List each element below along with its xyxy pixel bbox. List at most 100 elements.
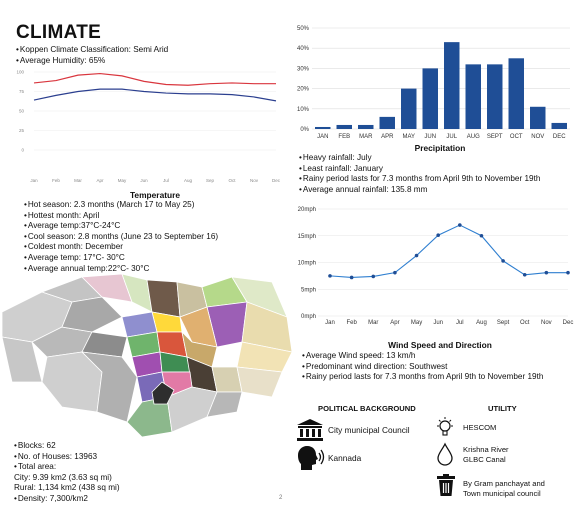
list-item: Average temp:37°C-24°C xyxy=(24,221,218,232)
list-item: Average annual temp:22°C- 30°C xyxy=(24,264,218,275)
y-tick-label: 10% xyxy=(297,107,310,113)
speaking-head-icon xyxy=(298,446,325,470)
columns-building-icon xyxy=(297,419,323,441)
y-tick-label: 25 xyxy=(19,128,25,133)
x-tick-label: FEB xyxy=(338,134,350,140)
political-label: Kannada xyxy=(328,453,362,463)
x-tick-label: JUL xyxy=(446,134,457,140)
x-tick-label: Mar xyxy=(368,320,378,326)
y-tick-label: 15mph xyxy=(298,234,316,240)
area-rural: Rural: 1,134 km2 (438 sq mi) xyxy=(14,483,120,493)
list-item: Rainy period lasts for 7.3 months from A… xyxy=(299,174,541,185)
utility-item xyxy=(435,416,455,445)
x-tick-label: Aug xyxy=(476,320,487,326)
x-tick-label: Jan xyxy=(30,178,38,183)
list-item: Blocks: 62 xyxy=(14,441,120,452)
data-point xyxy=(566,270,570,275)
utility-title: UTILITY xyxy=(488,404,517,413)
temperature-list: Hot season: 2.3 months (March 17 to May … xyxy=(24,200,218,274)
list-item: Cool season: 2.8 months (June 23 to Sept… xyxy=(24,232,218,243)
x-tick-label: Jul xyxy=(163,178,169,183)
x-tick-label: Apr xyxy=(96,178,104,183)
data-point xyxy=(479,233,484,238)
bar xyxy=(336,124,352,129)
bar xyxy=(444,42,460,129)
bar xyxy=(358,124,374,129)
x-tick-label: Jun xyxy=(433,320,443,326)
x-tick-label: MAY xyxy=(402,134,415,140)
x-tick-label: May xyxy=(118,178,127,183)
list-item: Average Humidity: 65% xyxy=(16,56,168,67)
area-city: City: 9.39 km2 (3.63 sq mi) xyxy=(14,472,112,482)
political-label: City municipal Council xyxy=(328,425,410,435)
list-item: Average annual rainfall: 135.8 mm xyxy=(299,185,540,196)
data-point xyxy=(522,273,527,277)
bar xyxy=(401,88,417,129)
series-line xyxy=(33,72,276,86)
list-item: Density: 7,300/km2 xyxy=(14,494,120,505)
bar xyxy=(315,126,331,129)
bar xyxy=(422,68,438,129)
x-tick-label: Oct xyxy=(228,178,236,183)
list-item: Rainy period lasts for 7.3 months from A… xyxy=(302,372,544,383)
y-tick-label: 100 xyxy=(16,70,24,75)
utility-item xyxy=(437,474,455,501)
x-tick-label: SEPT xyxy=(487,134,503,140)
x-tick-label: Jun xyxy=(140,178,148,183)
data-point xyxy=(414,253,419,258)
x-tick-label: Nov xyxy=(541,320,552,326)
data-point xyxy=(371,274,376,279)
utility-label: Krishna River GLBC Canal xyxy=(463,445,509,464)
x-tick-label: Aug xyxy=(184,178,193,183)
bar xyxy=(508,58,524,129)
wind-title: Wind Speed and Direction xyxy=(388,340,492,350)
x-tick-label: OCT xyxy=(510,134,523,140)
climate-list: Koppen Climate Classification: Semi Arid… xyxy=(16,45,168,66)
y-tick-label: 5mph xyxy=(301,287,316,293)
political-title: POLITICAL BACKGROUND xyxy=(318,404,416,413)
x-tick-label: Apr xyxy=(390,320,399,326)
data-point xyxy=(458,223,462,227)
y-tick-label: 10mph xyxy=(298,261,316,267)
data-point xyxy=(328,274,332,278)
page-number: 2 xyxy=(279,495,283,501)
x-tick-label: JAN xyxy=(317,134,328,140)
x-tick-label: JUN xyxy=(424,134,436,140)
list-item: Coldest month: December xyxy=(24,242,218,253)
precipitation-title: Precipitation xyxy=(414,143,466,153)
list-item: Hottest month: April xyxy=(24,211,218,222)
city-map xyxy=(1,273,293,438)
wind-list: Average Wind speed: 13 km/h Predominant … xyxy=(302,351,544,383)
precipitation-list: Heavy rainfall: July Least rainfall: Jan… xyxy=(299,153,541,196)
list-item: Average temp: 17°C- 30°C xyxy=(24,253,218,264)
y-tick-label: 40% xyxy=(297,46,310,52)
y-tick-label: 20% xyxy=(297,87,310,93)
bar xyxy=(487,64,503,129)
political-item xyxy=(298,446,325,475)
city-stats: Blocks: 62 No. of Houses: 13963 Total ar… xyxy=(14,441,120,505)
trash-bin-icon xyxy=(437,474,455,496)
y-tick-label: 50% xyxy=(297,26,310,32)
precipitation-chart: 0% 10% 20% 30% 40% 50% JAN FEB MAR APR MAY JUN JUL AU… xyxy=(297,26,570,140)
x-tick-label: Dec xyxy=(272,178,281,183)
series-line xyxy=(33,88,277,102)
x-tick-label: Jan xyxy=(325,320,335,326)
lightbulb-icon xyxy=(437,417,453,436)
y-tick-label: 0 xyxy=(21,148,24,153)
x-tick-label: Feb xyxy=(346,320,357,326)
data-point xyxy=(436,233,440,238)
list-item: Least rainfall: January xyxy=(299,164,540,175)
bar xyxy=(465,64,481,129)
x-tick-label: MAR xyxy=(359,134,373,140)
y-tick-label: 50 xyxy=(19,109,25,114)
data-point xyxy=(349,275,354,280)
utility-item xyxy=(437,442,453,470)
x-tick-label: Sept xyxy=(497,320,510,326)
temperature-chart: 0 25 50 75 100 Jan Feb Mar Apr May Jun Jul Aug Sep Oct… xyxy=(16,70,281,184)
list-item: Koppen Climate Classification: Semi Arid xyxy=(16,45,168,56)
water-drop-icon xyxy=(437,442,453,466)
x-tick-label: DEC xyxy=(553,134,566,140)
bar xyxy=(551,122,567,129)
series-line xyxy=(329,224,568,279)
temperature-title: Temperature xyxy=(129,190,181,200)
